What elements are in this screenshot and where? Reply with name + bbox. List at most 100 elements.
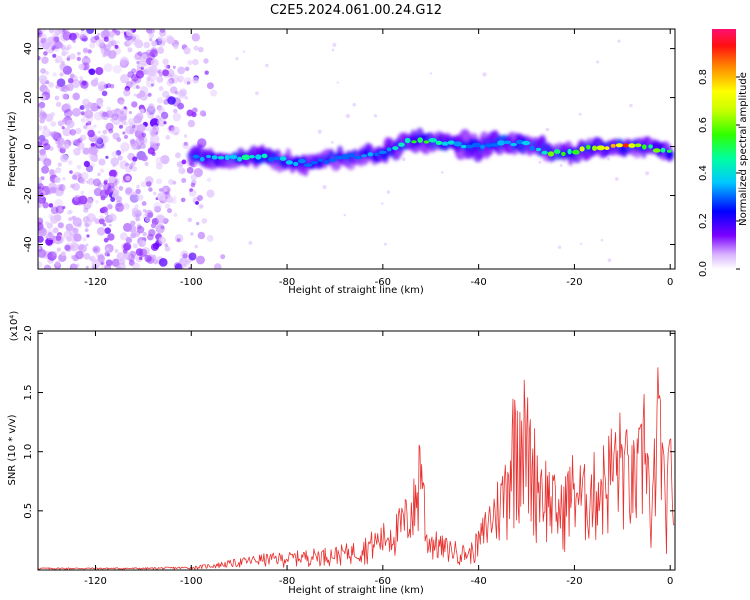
- noise-point: [149, 118, 160, 128]
- figure-title: C2E5.2024.061.00.24.G12: [270, 3, 442, 18]
- noise-point: [89, 255, 96, 262]
- noise-point: [102, 129, 108, 135]
- noise-point: [148, 187, 153, 192]
- noise-point: [96, 137, 104, 145]
- noise-point: [136, 85, 140, 89]
- noise-point: [213, 263, 222, 269]
- noise-point: [48, 81, 54, 88]
- noise-point: [106, 203, 113, 210]
- noise-point: [54, 176, 61, 183]
- noise-point: [248, 240, 253, 245]
- y-tick-label: 0: [23, 143, 34, 149]
- noise-point: [56, 78, 66, 87]
- noise-point: [61, 251, 66, 256]
- noise-point: [61, 93, 69, 100]
- noise-point: [56, 247, 61, 252]
- noise-point: [206, 234, 214, 242]
- ridge-peak: [471, 142, 481, 148]
- ridge-peak: [404, 137, 411, 144]
- y-tick-label: 0.5: [23, 503, 34, 519]
- noise-point: [38, 190, 43, 198]
- noise-point: [440, 171, 444, 174]
- noise-point: [45, 237, 53, 246]
- noise-point: [183, 141, 188, 146]
- noise-point: [129, 130, 134, 135]
- noise-point: [38, 55, 41, 61]
- noise-point: [58, 187, 65, 194]
- noise-point: [111, 151, 118, 157]
- noise-point: [194, 244, 199, 249]
- noise-point: [100, 195, 106, 201]
- ridge-peak: [249, 154, 255, 159]
- noise-point: [150, 47, 158, 54]
- noise-point: [187, 217, 193, 223]
- noise-point: [119, 56, 129, 66]
- noise-point: [99, 168, 105, 173]
- noise-point: [39, 227, 46, 234]
- noise-point: [607, 157, 611, 161]
- noise-point: [108, 214, 114, 220]
- noise-point: [123, 89, 131, 97]
- noise-point: [173, 108, 178, 114]
- noise-point: [90, 155, 97, 162]
- noise-point: [121, 119, 127, 125]
- noise-point: [191, 33, 200, 42]
- noise-point: [62, 102, 72, 112]
- noise-point: [197, 195, 203, 201]
- noise-point: [181, 159, 187, 165]
- ridge-peak: [547, 151, 555, 157]
- noise-point: [121, 30, 125, 34]
- noise-point: [157, 117, 167, 127]
- ridge-peak: [217, 155, 225, 160]
- noise-point: [614, 177, 619, 181]
- noise-point: [108, 223, 112, 227]
- noise-point: [95, 67, 104, 75]
- noise-point: [69, 263, 78, 269]
- ridge-peak: [466, 144, 474, 149]
- noise-point: [57, 162, 62, 167]
- noise-point: [38, 261, 43, 268]
- noise-point: [66, 47, 70, 51]
- noise-point: [38, 141, 43, 147]
- noise-point: [181, 258, 190, 267]
- noise-point: [103, 237, 109, 243]
- noise-point: [95, 200, 99, 204]
- noise-point: [66, 83, 74, 92]
- noise-point: [151, 29, 156, 33]
- ridge-peak: [604, 146, 610, 151]
- ridge-peak: [480, 144, 485, 149]
- noise-point: [38, 101, 46, 109]
- noise-point: [74, 196, 84, 206]
- noise-point: [345, 113, 350, 119]
- noise-point: [127, 71, 135, 78]
- noise-point: [48, 203, 54, 208]
- noise-point: [186, 167, 194, 174]
- noise-point: [185, 259, 191, 265]
- ridge-peak: [572, 149, 580, 155]
- noise-point: [76, 56, 82, 62]
- noise-point: [67, 160, 73, 166]
- noise-point: [98, 218, 105, 225]
- ridge-peak: [192, 154, 200, 159]
- noise-point: [62, 65, 72, 75]
- noise-point: [81, 172, 89, 180]
- snr-frame: [37, 330, 676, 571]
- noise-point: [41, 128, 51, 138]
- noise-point: [557, 245, 562, 249]
- noise-point: [65, 29, 70, 32]
- ridge-peak: [484, 143, 493, 148]
- noise-point: [87, 177, 95, 185]
- noise-point: [97, 254, 105, 263]
- noise-point: [110, 183, 118, 191]
- ridge-peak: [503, 140, 512, 145]
- noise-point: [68, 217, 73, 222]
- noise-point: [51, 47, 55, 51]
- ridge-peak: [648, 144, 653, 149]
- noise-point: [255, 91, 259, 96]
- noise-point: [106, 253, 111, 257]
- noise-point: [111, 116, 121, 126]
- noise-point: [131, 165, 138, 172]
- noise-point: [210, 89, 218, 97]
- noise-point: [38, 177, 42, 184]
- noise-point: [105, 155, 109, 159]
